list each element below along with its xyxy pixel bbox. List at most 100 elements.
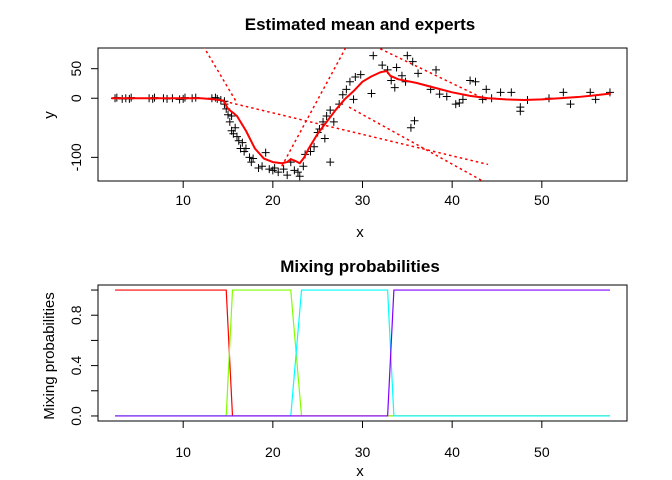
data-point	[378, 61, 387, 70]
top-panel: Estimated mean and experts 10 20 30 40 50 50…	[41, 15, 628, 241]
bottom-x-axis: 10 20 30 40 50	[175, 420, 550, 460]
data-point	[231, 123, 240, 132]
data-point	[227, 111, 236, 120]
data-point	[349, 95, 358, 104]
data-point	[326, 106, 335, 115]
data-point	[320, 134, 329, 143]
data-point	[356, 70, 365, 79]
bottom-x-tick-label: 30	[355, 444, 371, 460]
data-point	[392, 63, 401, 72]
data-point	[224, 110, 233, 119]
bottom-x-label: x	[356, 463, 364, 480]
data-point	[435, 90, 444, 99]
top-y-axis: 50 0 -100	[68, 61, 99, 171]
data-point	[245, 153, 254, 162]
mean-curve-group	[111, 70, 611, 165]
data-point	[310, 142, 319, 151]
data-point	[249, 154, 258, 163]
data-point	[290, 166, 299, 175]
data-point	[403, 51, 412, 60]
data-point	[258, 162, 267, 171]
expert-line-1	[203, 48, 238, 104]
data-point	[410, 116, 419, 125]
data-point	[265, 165, 274, 174]
data-point	[247, 158, 256, 167]
data-point	[175, 95, 184, 104]
bottom-plot-box	[97, 284, 628, 422]
top-title: Estimated mean and experts	[245, 15, 476, 34]
top-x-tick-label: 50	[534, 192, 550, 208]
data-point	[293, 168, 302, 177]
bottom-title: Mixing probabilities	[280, 257, 440, 276]
data-point	[406, 123, 415, 132]
data-point	[466, 76, 475, 85]
data-point	[482, 85, 491, 94]
data-point	[387, 76, 396, 85]
data-point	[351, 72, 360, 81]
data-point	[241, 144, 250, 153]
top-x-tick-label: 10	[175, 192, 191, 208]
top-y-tick-label: 50	[68, 61, 84, 77]
data-point	[254, 163, 263, 172]
data-point	[274, 168, 283, 177]
mixing-line-component-4	[115, 289, 610, 417]
data-point	[414, 69, 423, 78]
data-point	[261, 148, 270, 157]
mixing-line-component-3	[115, 289, 610, 417]
data-point	[342, 85, 351, 94]
mixing-line-component-1	[115, 289, 610, 417]
data-point	[559, 88, 568, 97]
top-plot-box	[97, 47, 628, 182]
top-y-label: y	[41, 111, 58, 119]
data-point	[442, 92, 451, 101]
data-point	[458, 95, 467, 104]
data-point	[279, 165, 288, 174]
data-point	[369, 51, 378, 60]
data-point	[295, 172, 304, 181]
bottom-x-tick-label: 10	[175, 444, 191, 460]
bottom-y-tick-label: 0.8	[68, 305, 84, 325]
data-point	[496, 88, 505, 97]
bottom-panel: Mixing probabilities 10 20 30 40 50 0.00.40.…	[41, 257, 628, 480]
mean-curve	[111, 70, 611, 165]
expert-line-4	[348, 106, 485, 181]
data-point	[507, 88, 516, 97]
data-point	[329, 117, 338, 126]
data-point	[390, 83, 399, 92]
data-point	[322, 111, 331, 120]
bottom-x-tick-label: 50	[534, 444, 550, 460]
data-point	[451, 100, 460, 109]
data-point	[234, 136, 243, 145]
data-points	[111, 51, 614, 181]
top-x-tick-label: 20	[265, 192, 281, 208]
top-y-tick-label: 0	[68, 94, 84, 102]
bottom-x-tick-label: 20	[265, 444, 281, 460]
bottom-x-tick-label: 40	[444, 444, 460, 460]
data-point	[225, 117, 234, 126]
data-point	[270, 163, 279, 172]
bottom-y-tick-label: 0.0	[68, 406, 84, 426]
top-x-axis: 10 20 30 40 50	[175, 180, 550, 208]
data-point	[566, 100, 575, 109]
expert-lines	[203, 48, 489, 181]
mixing-line-component-2	[115, 289, 610, 417]
expert-line-2	[218, 99, 489, 166]
data-point	[299, 162, 308, 171]
data-point	[232, 132, 241, 141]
bottom-y-axis: 0.0 0.4 0.8	[68, 289, 99, 426]
top-x-label: x	[356, 224, 364, 241]
bottom-y-tick-label: 0.4	[68, 356, 84, 376]
data-point	[338, 90, 347, 99]
data-point	[516, 107, 525, 116]
top-y-tick-label: -100	[68, 143, 84, 171]
data-point	[326, 158, 335, 167]
data-point	[283, 171, 292, 180]
data-point	[432, 65, 441, 74]
data-point	[408, 57, 417, 66]
top-x-tick-label: 30	[355, 192, 371, 208]
data-point	[605, 88, 614, 97]
data-point	[471, 77, 480, 86]
top-x-tick-label: 40	[444, 192, 460, 208]
data-point	[238, 138, 247, 147]
